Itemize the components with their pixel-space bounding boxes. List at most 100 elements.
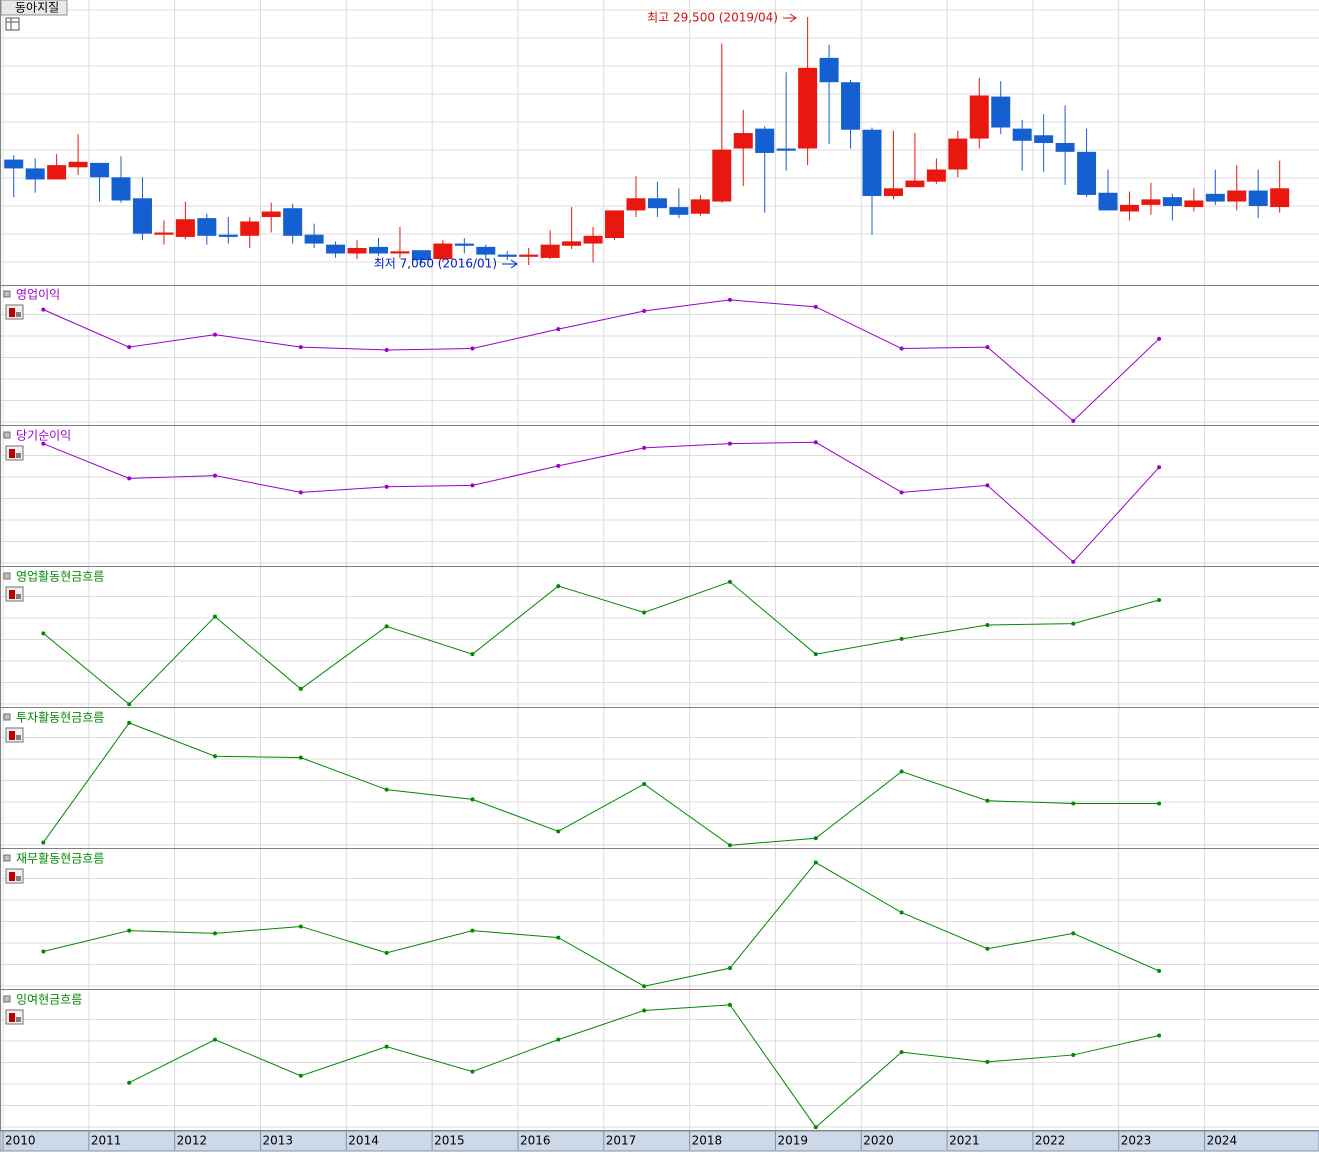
candle-body [562,241,582,246]
x-tick-label: 2022 [1035,1134,1066,1148]
data-point [899,490,904,495]
candle-body [755,128,775,153]
candle-body [411,250,431,261]
data-point [212,614,217,619]
candle-body [540,244,560,258]
data-point [727,579,732,584]
annotation-arrow [783,13,797,23]
data-point [127,1080,132,1085]
series-line [43,299,1160,422]
data-point [127,720,132,725]
x-tick-label: 2018 [692,1134,723,1148]
x-axis-band [0,1130,1319,1152]
data-point [556,935,561,940]
data-point [727,843,732,848]
panel-icon-red [9,449,15,458]
data-point [556,463,561,468]
candle-body [476,246,496,255]
candle-body [862,129,882,197]
data-point [727,966,732,971]
data-point [642,610,647,615]
candle-body [1034,135,1054,143]
data-point [470,346,475,351]
data-point [41,441,46,446]
data-point [985,946,990,951]
candle-body [154,232,174,235]
candle-body [433,243,453,260]
x-tick-label: 2019 [777,1134,808,1148]
panel-marker [3,431,11,439]
data-point [985,345,990,350]
series-line [43,441,1160,563]
data-point [212,473,217,478]
candle-body [1184,200,1204,208]
candle-body [819,57,839,83]
candle-body [1055,142,1075,152]
candle-body [733,133,753,149]
panel-marker [3,995,11,1003]
candle-body [690,199,710,214]
data-point [384,347,389,352]
panel-icon-red [9,590,15,599]
candle-body [712,149,732,202]
data-point [1071,1052,1076,1057]
data-point [899,1050,904,1055]
candle-body [347,247,367,254]
data-point [985,798,990,803]
candle-body [948,138,968,170]
candle-body [304,234,324,244]
candle-body [25,168,45,180]
x-tick-label: 2015 [434,1134,465,1148]
data-point [127,928,132,933]
panel-marker [3,572,11,580]
series-line [43,581,1160,705]
data-point [813,860,818,865]
candle-body [261,211,281,218]
candle-body [905,180,925,188]
data-point [212,332,217,337]
candle-body [1162,197,1182,206]
title-box [0,0,68,16]
candle-body [47,165,67,180]
candle-body [883,188,903,197]
data-point [899,769,904,774]
data-point [298,924,303,929]
candle-body [240,221,260,236]
annotation-low: 최저 7,060 (2016/01) [374,257,497,271]
panel-icon-red [9,308,15,317]
panel-title: 투자활동현금흐름 [16,711,104,725]
data-point [642,445,647,450]
candle-body [776,148,796,151]
candle-body [368,246,388,254]
panel-icon-gray [16,453,21,458]
panel-marker [3,854,11,862]
panel-icon-red [9,731,15,740]
panel-title: 영업이익 [16,288,60,302]
data-point [899,346,904,351]
data-point [556,327,561,332]
data-point [1071,559,1076,564]
data-point [384,1044,389,1049]
series-line [43,861,1160,987]
data-point [470,797,475,802]
candle-body [669,207,689,215]
annotation-arrow [502,259,518,269]
data-point [899,910,904,915]
x-tick-label: 2024 [1207,1134,1238,1148]
data-point [727,297,732,302]
data-point [298,345,303,350]
candle-body [497,254,517,257]
candle-body [1098,192,1118,211]
series-line [42,722,1160,846]
panel-icon-gray [16,312,21,317]
data-point [642,782,647,787]
candle-body [283,208,303,236]
data-point [298,490,303,495]
data-point [1157,1033,1162,1038]
panel-title: 잉여현금흐름 [16,993,82,1007]
data-point [298,1073,303,1078]
x-tick-label: 2010 [5,1134,36,1148]
candle-body [626,198,646,211]
candle-body [969,95,989,139]
